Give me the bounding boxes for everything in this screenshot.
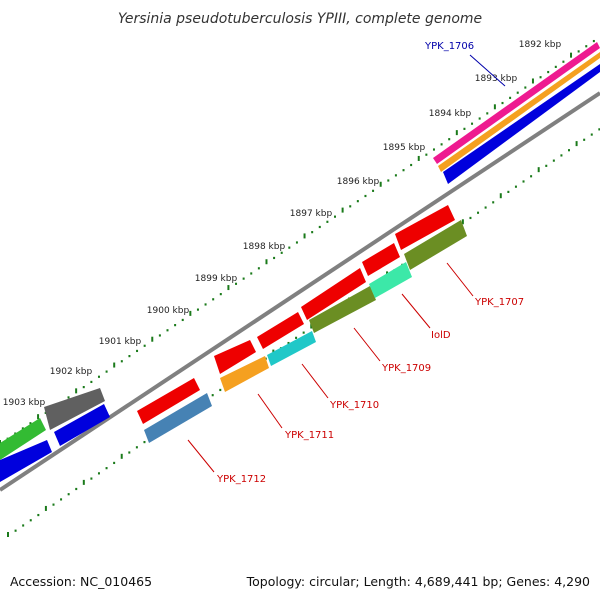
inner-scale-ticks: [7, 128, 600, 537]
kbp-tick-label: 1896 kbp: [337, 177, 380, 187]
gene-olive-2: [404, 220, 467, 270]
gene-ypk1710-arrow: [257, 312, 304, 349]
gene-label-leader: [353, 327, 381, 362]
feature-magenta: [433, 42, 600, 164]
kbp-tick-label: 1895 kbp: [383, 143, 426, 153]
feature-blue-left-2: [54, 404, 110, 446]
kbp-tick-label: 1893 kbp: [475, 74, 518, 84]
gene-ypk1711-arrow: [214, 340, 256, 374]
kbp-tick-label: 1902 kbp: [50, 367, 93, 377]
feature-orange: [438, 52, 600, 172]
accession-text: Accession: NC_010465: [10, 574, 153, 589]
genome-backbone: [0, 91, 600, 492]
topology-text: Topology: circular; Length: 4,689,441 bp…: [246, 574, 590, 589]
gene-orange: [220, 356, 269, 392]
kbp-tick-label: 1901 kbp: [99, 337, 142, 347]
kbp-tick-label: 1903 kbp: [3, 398, 46, 408]
feature-green: [0, 418, 46, 460]
feature-group-left: [0, 388, 110, 482]
scale-tick-labels: 1892 kbp 1893 kbp 1894 kbp 1895 kbp 1896 kbp…: [3, 40, 562, 408]
kbp-tick-label: 1899 kbp: [195, 274, 238, 284]
feature-group-red: [137, 205, 455, 424]
feature-gray: [44, 388, 105, 430]
gene-ypk1709-arrow: [301, 268, 366, 320]
feature-blue-reverse: [443, 64, 600, 184]
gene-label-leader: [446, 262, 474, 297]
kbp-tick-label: 1894 kbp: [429, 109, 472, 119]
kbp-tick-label: 1897 kbp: [290, 209, 333, 219]
gene-label-leader: [469, 54, 506, 87]
gene-spring: [369, 262, 412, 298]
kbp-tick-label: 1898 kbp: [243, 242, 286, 252]
gene-steelblue: [144, 393, 212, 443]
gene-label: YPK_1709: [381, 363, 431, 374]
gene-label: YPK_1706: [424, 41, 474, 52]
gene-label-leader: [187, 439, 215, 473]
map-title: Yersinia pseudotuberculosis YPIII, compl…: [118, 11, 482, 27]
gene-cyan: [267, 331, 316, 366]
feature-group-top: [433, 42, 600, 184]
gene-label-leader: [401, 293, 431, 329]
gene-label: IolD: [431, 330, 451, 341]
gene-label: YPK_1710: [329, 400, 379, 411]
gene-ioid-arrow: [362, 243, 400, 276]
gene-label: YPK_1711: [284, 430, 334, 441]
gene-ypk1707-arrow: [395, 205, 455, 250]
outer-scale-ticks: [0, 39, 595, 445]
feature-blue-left-1: [0, 440, 52, 482]
feature-group-reverse: [144, 220, 467, 443]
gene-olive-1: [309, 286, 376, 333]
gene-ypk1712-arrow: [137, 378, 200, 424]
gene-label: YPK_1712: [216, 474, 266, 485]
gene-label-leader: [301, 363, 329, 399]
gene-label-leader: [257, 393, 283, 429]
gene-label-group: YPK_1706 YPK_1707 IolD YPK_1709 YPK_1710 YPK_…: [187, 41, 524, 485]
kbp-tick-label: 1900 kbp: [147, 306, 190, 316]
gene-label: YPK_1707: [474, 297, 524, 308]
kbp-tick-label: 1892 kbp: [519, 40, 562, 50]
